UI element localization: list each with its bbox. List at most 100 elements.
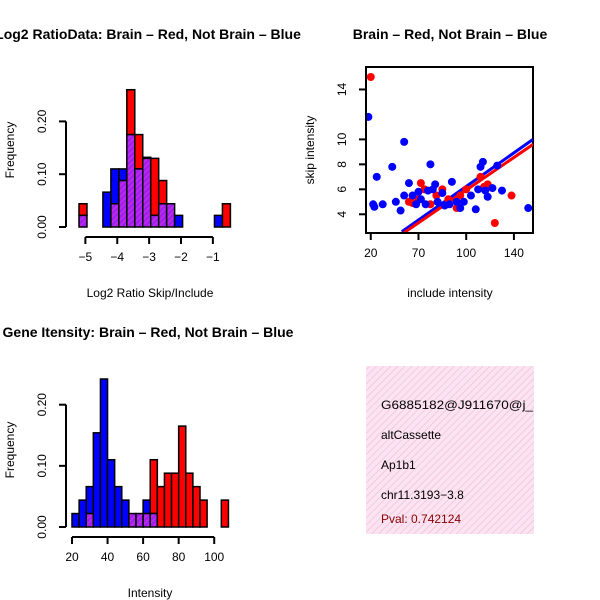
scatter-x-tick-label: 20 [364, 246, 378, 260]
ratio-hist-bar-overlap [142, 157, 152, 228]
intensity-hist-bar-brain [185, 472, 194, 528]
intensity-hist-bar-overlap [128, 512, 137, 528]
scatter-point-not-brain [431, 180, 440, 189]
intensity-hist-bar-not-brain [106, 458, 116, 528]
ratio-histogram-panel: Log2 RatioData: Brain – Red, Not Brain –… [0, 26, 301, 300]
scatter-y-tick-label: 4 [335, 211, 349, 218]
genomic-location: chr11.3193−3.8 [381, 488, 464, 502]
intensity-hist-bar-brain [149, 458, 159, 515]
intensity-hist-bar-overlap [85, 512, 95, 528]
intensity-hist-bar-not-brain [78, 499, 87, 528]
ratio-hist-bar-overlap [118, 179, 128, 228]
scatter-point-not-brain [459, 197, 468, 206]
intensity-histogram-xlabel: Intensity [128, 586, 173, 600]
scatter-y-tick-label: 8 [335, 161, 349, 168]
scatter-point-not-brain [426, 160, 435, 169]
intensity-hist-x-tick-label: 80 [172, 550, 186, 564]
intensity-histogram-ylabel: Frequency [3, 422, 17, 479]
intensity-hist-bar-not-brain [85, 485, 95, 515]
ratio-hist-bar-brain [126, 88, 136, 136]
intensity-hist-bar-not-brain [92, 432, 102, 528]
ratio-hist-x-tick-label: −4 [110, 250, 124, 264]
scatter-point-not-brain [438, 189, 447, 198]
scatter-x-tick-label: 100 [456, 246, 476, 260]
intensity-hist-bar-overlap [142, 512, 151, 528]
scatter-point-not-brain [408, 191, 417, 200]
ratio-hist-bar-brain [221, 203, 232, 228]
ratio-hist-bar-brain [149, 157, 160, 217]
ratio-hist-x-tick-label: −2 [174, 250, 188, 264]
scatter-point-not-brain [493, 161, 502, 170]
scatter-point-not-brain [497, 186, 506, 195]
ratio-hist-bar-not-brain [213, 214, 224, 228]
intensity-hist-y-tick-label: 0.00 [35, 515, 49, 539]
scatter-y-tick-label: 10 [335, 132, 349, 146]
ratio-hist-bar-brain [78, 203, 88, 217]
event-type: altCassette [381, 428, 441, 442]
scatter-point-brain [507, 191, 516, 200]
scatter-point-not-brain [481, 186, 490, 195]
ratio-histogram-title: Log2 RatioData: Brain – Red, Not Brain –… [0, 26, 301, 42]
scatter-y-tick-label: 14 [335, 82, 349, 96]
ratio-hist-bar-overlap [78, 214, 88, 228]
intensity-hist-bar-overlap [135, 512, 144, 528]
gene-name: Ap1b1 [381, 458, 416, 472]
ratio-histogram-xlabel: Log2 Ratio Skip/Include [87, 286, 214, 300]
scatter-point-not-brain [412, 200, 421, 209]
ratio-hist-y-tick-label: 0.20 [35, 109, 49, 133]
ratio-hist-bar-overlap [134, 168, 144, 228]
ratio-hist-bar-brain [134, 133, 144, 170]
ratio-hist-x-tick-label: −3 [142, 250, 156, 264]
intensity-histogram-title: Gene Itensity: Brain – Red, Not Brain – … [3, 324, 294, 340]
intensity-hist-x-tick-label: 60 [136, 550, 150, 564]
intensity-hist-bar-brain [170, 472, 180, 528]
scatter-panel: Brain – Red, Not Brain – Blue 20 70 100 140… [303, 26, 547, 300]
scatter-point-not-brain [378, 200, 387, 209]
intensity-histogram-bars [71, 378, 230, 528]
scatter-x-tick-label: 70 [412, 246, 426, 260]
intensity-hist-bar-brain [192, 485, 201, 528]
intensity-hist-bar-brain [220, 499, 230, 528]
ratio-hist-bar-not-brain [118, 168, 128, 182]
intensity-hist-bar-not-brain [71, 512, 80, 528]
scatter-point-not-brain [447, 177, 456, 186]
scatter-clip-group [366, 72, 533, 233]
ratio-histogram-axes: −5 −4 −3 −2 −1 0.00 0.10 0.20 [35, 109, 220, 264]
ratio-histogram-bars [78, 88, 232, 228]
scatter-point-brain [476, 172, 485, 181]
intensity-hist-bar-not-brain [121, 499, 130, 528]
intensity-hist-x-tick-label: 100 [204, 550, 224, 564]
intensity-hist-bar-brain [177, 425, 187, 528]
ratio-hist-bar-not-brain [102, 191, 112, 228]
ratio-hist-bar-overlap [126, 133, 136, 228]
ratio-hist-y-tick-label: 0.10 [35, 162, 49, 186]
scatter-point-not-brain [416, 195, 425, 204]
scatter-point-not-brain [452, 197, 461, 206]
scatter-point-not-brain [421, 200, 430, 209]
ratio-hist-bar-overlap [157, 203, 168, 228]
scatter-ylabel: skip intensity [303, 116, 317, 185]
scatter-point-not-brain [524, 204, 533, 213]
ratio-hist-y-tick-label: 0.00 [35, 215, 49, 239]
scatter-point-not-brain [391, 197, 400, 206]
ratio-hist-bar-overlap [110, 203, 120, 228]
scatter-point-not-brain [388, 162, 397, 171]
ratio-hist-bar-overlap [165, 203, 176, 228]
ratio-hist-x-tick-label: −1 [206, 250, 220, 264]
scatter-point-not-brain [370, 202, 379, 211]
ratio-hist-bar-not-brain [173, 214, 184, 228]
intensity-hist-x-tick-label: 20 [65, 550, 79, 564]
ratio-hist-bar-not-brain [110, 168, 120, 205]
scatter-point-brain [416, 179, 425, 188]
intensity-hist-y-tick-label: 0.20 [35, 393, 49, 417]
scatter-xlabel: include intensity [407, 286, 492, 300]
intensity-histogram-axes: 20 40 60 80 100 0.00 0.10 0.20 [35, 393, 225, 564]
scatter-point-not-brain [445, 200, 454, 209]
scatter-title: Brain – Red, Not Brain – Blue [353, 26, 548, 42]
ratio-hist-bar-brain [157, 179, 168, 205]
event-id: G6885182@J911670@j_ [381, 398, 533, 412]
intensity-hist-bar-brain [163, 472, 173, 528]
ratio-hist-bar-overlap [149, 214, 160, 228]
scatter-point-not-brain [400, 191, 409, 200]
